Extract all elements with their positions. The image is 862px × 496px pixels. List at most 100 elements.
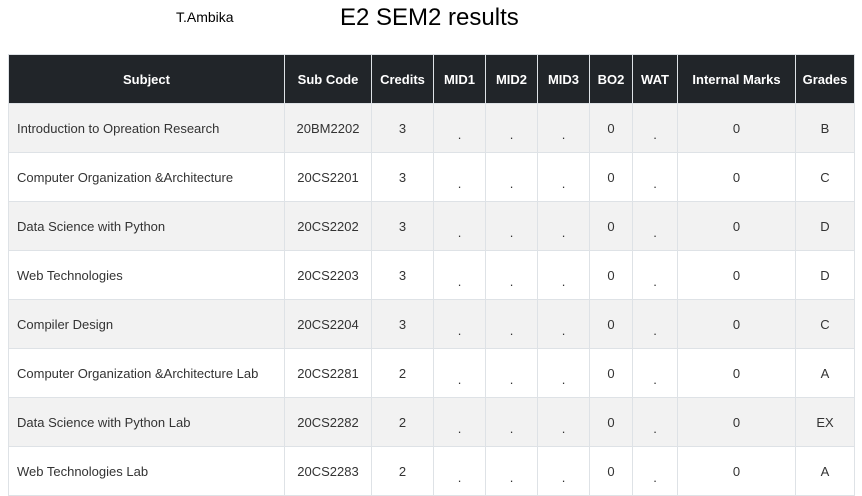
col-header-mid1: MID1 [433,54,486,104]
cell-internal-marks: 0 [677,348,796,398]
cell-subject: Computer Organization &Architecture [8,152,285,202]
cell-mid2: . [485,397,538,447]
cell-mid2: . [485,152,538,202]
cell-sub-code: 20CS2204 [284,299,372,349]
cell-subject: Data Science with Python Lab [8,397,285,447]
table-row: Data Science with Python Lab 20CS2282 2...… [8,397,855,447]
results-table: Subject Sub Code Credits MID1 MID2 MID3 … [8,54,855,496]
cell-bo2: 0 [589,348,633,398]
cell-bo2: 0 [589,250,633,300]
col-header-grades: Grades [795,54,855,104]
cell-mid1: . [433,446,486,496]
cell-wat: . [632,103,678,153]
col-header-credits: Credits [371,54,434,104]
cell-mid2: . [485,446,538,496]
cell-grade: B [795,103,855,153]
table-row: Web Technologies 20CS2203 3... 0. 0 D [8,250,855,300]
cell-credits: 3 [371,103,434,153]
cell-mid1: . [433,397,486,447]
cell-sub-code: 20CS2281 [284,348,372,398]
cell-bo2: 0 [589,201,633,251]
cell-grade: D [795,201,855,251]
cell-grade: A [795,446,855,496]
cell-wat: . [632,152,678,202]
cell-grade: C [795,299,855,349]
cell-internal-marks: 0 [677,201,796,251]
cell-credits: 2 [371,446,434,496]
cell-mid1: . [433,201,486,251]
cell-bo2: 0 [589,152,633,202]
col-header-internal-marks: Internal Marks [677,54,796,104]
cell-mid2: . [485,348,538,398]
cell-mid3: . [537,299,590,349]
cell-mid2: . [485,201,538,251]
cell-bo2: 0 [589,446,633,496]
cell-bo2: 0 [589,299,633,349]
cell-internal-marks: 0 [677,152,796,202]
cell-grade: D [795,250,855,300]
cell-grade: C [795,152,855,202]
col-header-subject: Subject [8,54,285,104]
cell-credits: 3 [371,152,434,202]
cell-mid2: . [485,103,538,153]
cell-mid3: . [537,201,590,251]
cell-mid3: . [537,348,590,398]
cell-credits: 2 [371,397,434,447]
cell-wat: . [632,446,678,496]
cell-subject: Computer Organization &Architecture Lab [8,348,285,398]
cell-internal-marks: 0 [677,103,796,153]
col-header-wat: WAT [632,54,678,104]
cell-internal-marks: 0 [677,446,796,496]
cell-mid3: . [537,250,590,300]
cell-internal-marks: 0 [677,299,796,349]
cell-wat: . [632,250,678,300]
cell-bo2: 0 [589,103,633,153]
table-row: Data Science with Python 20CS2202 3... 0. 0 D [8,201,855,251]
cell-grade: A [795,348,855,398]
cell-mid3: . [537,103,590,153]
cell-mid1: . [433,348,486,398]
cell-credits: 3 [371,299,434,349]
cell-sub-code: 20CS2202 [284,201,372,251]
cell-mid3: . [537,152,590,202]
cell-subject: Web Technologies [8,250,285,300]
cell-subject: Compiler Design [8,299,285,349]
cell-mid1: . [433,103,486,153]
table-row: Compiler Design 20CS2204 3... 0. 0 C [8,299,855,349]
cell-wat: . [632,348,678,398]
cell-internal-marks: 0 [677,250,796,300]
table-row: Introduction to Opreation Research 20BM22… [8,103,855,153]
col-header-bo2: BO2 [589,54,633,104]
cell-credits: 3 [371,250,434,300]
cell-grade: EX [795,397,855,447]
student-name: T.Ambika [176,9,234,25]
cell-sub-code: 20CS2203 [284,250,372,300]
cell-wat: . [632,299,678,349]
cell-wat: . [632,397,678,447]
cell-mid3: . [537,446,590,496]
cell-credits: 3 [371,201,434,251]
col-header-sub-code: Sub Code [284,54,372,104]
cell-sub-code: 20BM2202 [284,103,372,153]
col-header-mid3: MID3 [537,54,590,104]
page-title: E2 SEM2 results [340,4,519,31]
cell-mid2: . [485,299,538,349]
table-header-row: Subject Sub Code Credits MID1 MID2 MID3 … [8,54,855,104]
cell-credits: 2 [371,348,434,398]
cell-mid1: . [433,299,486,349]
cell-wat: . [632,201,678,251]
cell-internal-marks: 0 [677,397,796,447]
table-row: Web Technologies Lab 20CS2283 2... 0. 0 A [8,446,855,496]
cell-sub-code: 20CS2282 [284,397,372,447]
cell-subject: Data Science with Python [8,201,285,251]
table-row: Computer Organization &Architecture Lab 2… [8,348,855,398]
cell-subject: Web Technologies Lab [8,446,285,496]
results-table-body: Introduction to Opreation Research 20BM22… [8,103,855,496]
cell-mid3: . [537,397,590,447]
cell-mid1: . [433,250,486,300]
col-header-mid2: MID2 [485,54,538,104]
cell-mid1: . [433,152,486,202]
cell-sub-code: 20CS2201 [284,152,372,202]
cell-mid2: . [485,250,538,300]
table-row: Computer Organization &Architecture 20CS2… [8,152,855,202]
